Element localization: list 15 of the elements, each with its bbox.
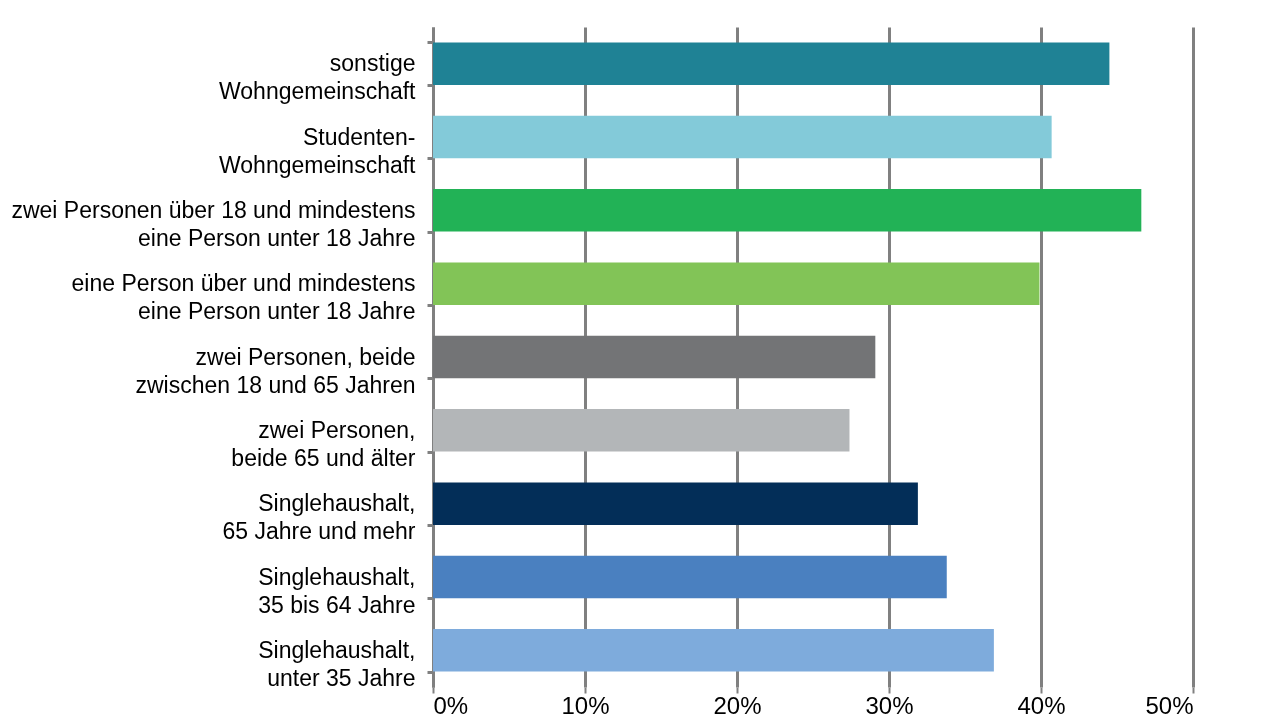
y-tick-label: Singlehaushalt, 65 Jahre und mehr	[222, 490, 416, 545]
x-tick-label: 0%	[433, 691, 469, 719]
x-tick-label: 50%	[1145, 691, 1194, 719]
y-tick-label: zwei Personen, beide 65 und älter	[231, 416, 416, 471]
x-tick-label: 40%	[1017, 691, 1066, 719]
x-tick-label: 30%	[865, 691, 914, 719]
y-tick-label: eine Person über und mindestens eine Person unter 18 Jahre	[71, 270, 416, 325]
y-tick-label: Studenten- Wohngemeinschaft	[219, 123, 417, 178]
y-tick-label: sonstige Wohngemeinschaft	[219, 50, 417, 105]
x-tick-label: 20%	[713, 691, 762, 719]
y-tick-label: Singlehaushalt, unter 35 Jahre	[258, 636, 416, 691]
y-tick-label: zwei Personen über 18 und mindestens eine Person unter 18 Jahre	[11, 196, 416, 251]
y-tick-label: zwei Personen, beide zwischen 18 und 65 Jahren	[135, 343, 416, 398]
y-tick-label: Singlehaushalt, 35 bis 64 Jahre	[258, 563, 416, 618]
x-tick-label: 10%	[561, 691, 610, 719]
